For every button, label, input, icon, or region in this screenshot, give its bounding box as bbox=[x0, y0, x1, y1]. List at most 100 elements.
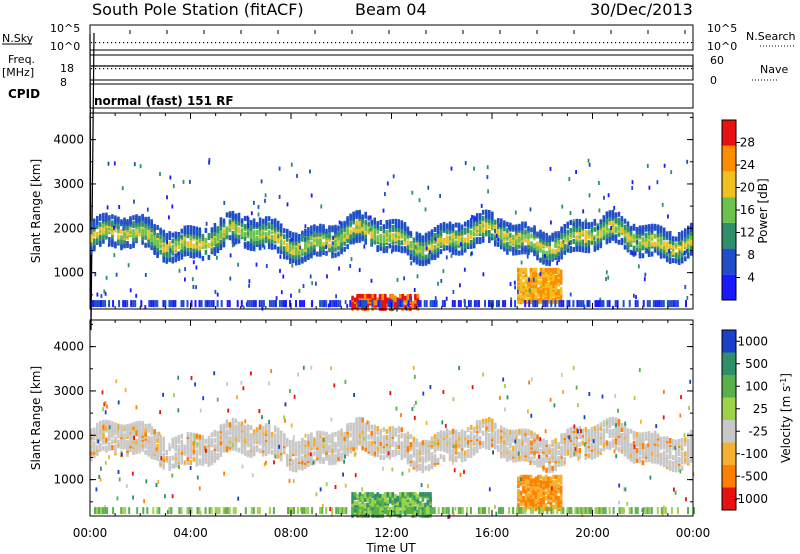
data-cell bbox=[180, 439, 184, 445]
data-cell bbox=[186, 241, 190, 247]
data-cell bbox=[623, 423, 627, 429]
data-cell bbox=[522, 267, 525, 273]
data-cell bbox=[575, 439, 578, 445]
data-cell bbox=[319, 430, 322, 436]
data-cell bbox=[563, 438, 566, 444]
data-cell bbox=[376, 229, 379, 235]
data-cell bbox=[587, 240, 591, 246]
data-cell bbox=[463, 430, 467, 436]
data-cell bbox=[304, 237, 307, 242]
data-cell bbox=[192, 247, 196, 253]
data-cell bbox=[631, 251, 634, 256]
data-cell bbox=[650, 223, 654, 229]
nave-point bbox=[635, 68, 637, 70]
nave-point bbox=[143, 68, 145, 70]
data-cell bbox=[427, 440, 431, 446]
data-cell bbox=[638, 253, 642, 259]
data-cell bbox=[635, 246, 639, 252]
data-cell bbox=[222, 429, 226, 435]
nsearch-point bbox=[479, 42, 481, 44]
nave-point bbox=[323, 68, 325, 70]
data-cell bbox=[544, 254, 546, 258]
colorbar-tick-label: 8 bbox=[747, 248, 755, 262]
data-cell bbox=[252, 230, 256, 236]
data-cell bbox=[96, 215, 99, 221]
data-cell bbox=[536, 442, 539, 448]
data-cell bbox=[424, 457, 428, 463]
nsearch-point bbox=[523, 42, 525, 44]
data-cell bbox=[686, 249, 688, 253]
data-cell bbox=[500, 425, 503, 431]
data-cell bbox=[246, 300, 249, 308]
data-cell bbox=[162, 229, 165, 235]
data-cell bbox=[107, 161, 110, 166]
data-cell bbox=[599, 219, 603, 225]
nsearch-point bbox=[195, 42, 197, 44]
data-cell bbox=[102, 419, 105, 425]
freq-right-tick-bottom: 0 bbox=[710, 74, 717, 87]
data-cell bbox=[183, 235, 187, 241]
data-cell bbox=[494, 219, 497, 225]
data-cell bbox=[551, 232, 554, 238]
data-cell bbox=[210, 460, 214, 466]
nave-point bbox=[623, 68, 625, 70]
data-cell bbox=[210, 300, 213, 308]
colorbar-tick-label: 20 bbox=[740, 181, 755, 195]
data-cell bbox=[670, 170, 673, 175]
data-cell bbox=[222, 443, 226, 449]
data-cell bbox=[207, 254, 211, 260]
data-cell bbox=[572, 247, 575, 252]
data-cell bbox=[557, 450, 560, 456]
data-cell bbox=[560, 246, 563, 252]
data-cell bbox=[264, 216, 268, 222]
data-cell bbox=[466, 439, 470, 444]
nave-point bbox=[263, 68, 265, 70]
data-cell bbox=[156, 233, 159, 238]
data-cell bbox=[334, 246, 337, 252]
data-cell bbox=[192, 456, 196, 462]
data-cell bbox=[534, 294, 538, 299]
data-cell bbox=[412, 245, 416, 251]
data-cell bbox=[117, 234, 120, 240]
nsearch-point bbox=[439, 42, 441, 44]
data-cell bbox=[240, 449, 244, 455]
data-cell bbox=[554, 300, 557, 308]
data-cell bbox=[90, 446, 93, 452]
nsearch-point bbox=[311, 42, 313, 44]
data-cell bbox=[316, 237, 319, 243]
data-cell bbox=[611, 227, 615, 233]
data-cell bbox=[665, 231, 669, 237]
data-cell bbox=[328, 231, 331, 237]
data-cell bbox=[415, 442, 419, 448]
data-cell bbox=[361, 293, 364, 299]
data-cell bbox=[491, 211, 494, 217]
data-cell bbox=[686, 159, 689, 164]
data-cell bbox=[521, 448, 524, 454]
data-cell bbox=[433, 245, 437, 250]
data-cell bbox=[409, 255, 413, 260]
data-cell bbox=[264, 443, 268, 449]
data-cell bbox=[480, 203, 483, 208]
data-cell bbox=[545, 250, 548, 256]
data-cell bbox=[602, 442, 606, 448]
nsearch-point bbox=[379, 42, 381, 44]
data-cell bbox=[647, 240, 651, 245]
nave-point bbox=[599, 68, 601, 70]
nsearch-point bbox=[639, 42, 641, 44]
data-cell bbox=[491, 432, 494, 438]
data-cell bbox=[596, 226, 599, 230]
data-cell bbox=[138, 420, 141, 426]
nave-point bbox=[335, 68, 337, 70]
data-cell bbox=[289, 252, 292, 258]
nave-point bbox=[211, 68, 213, 70]
data-cell bbox=[584, 437, 588, 442]
data-cell bbox=[183, 249, 187, 255]
data-cell bbox=[554, 442, 557, 448]
data-cell bbox=[90, 229, 93, 235]
data-cell bbox=[478, 237, 482, 243]
data-cell bbox=[195, 459, 199, 465]
nsearch-point bbox=[319, 42, 321, 44]
data-cell bbox=[599, 432, 603, 438]
data-cell bbox=[328, 460, 331, 466]
nave-point bbox=[259, 68, 261, 70]
